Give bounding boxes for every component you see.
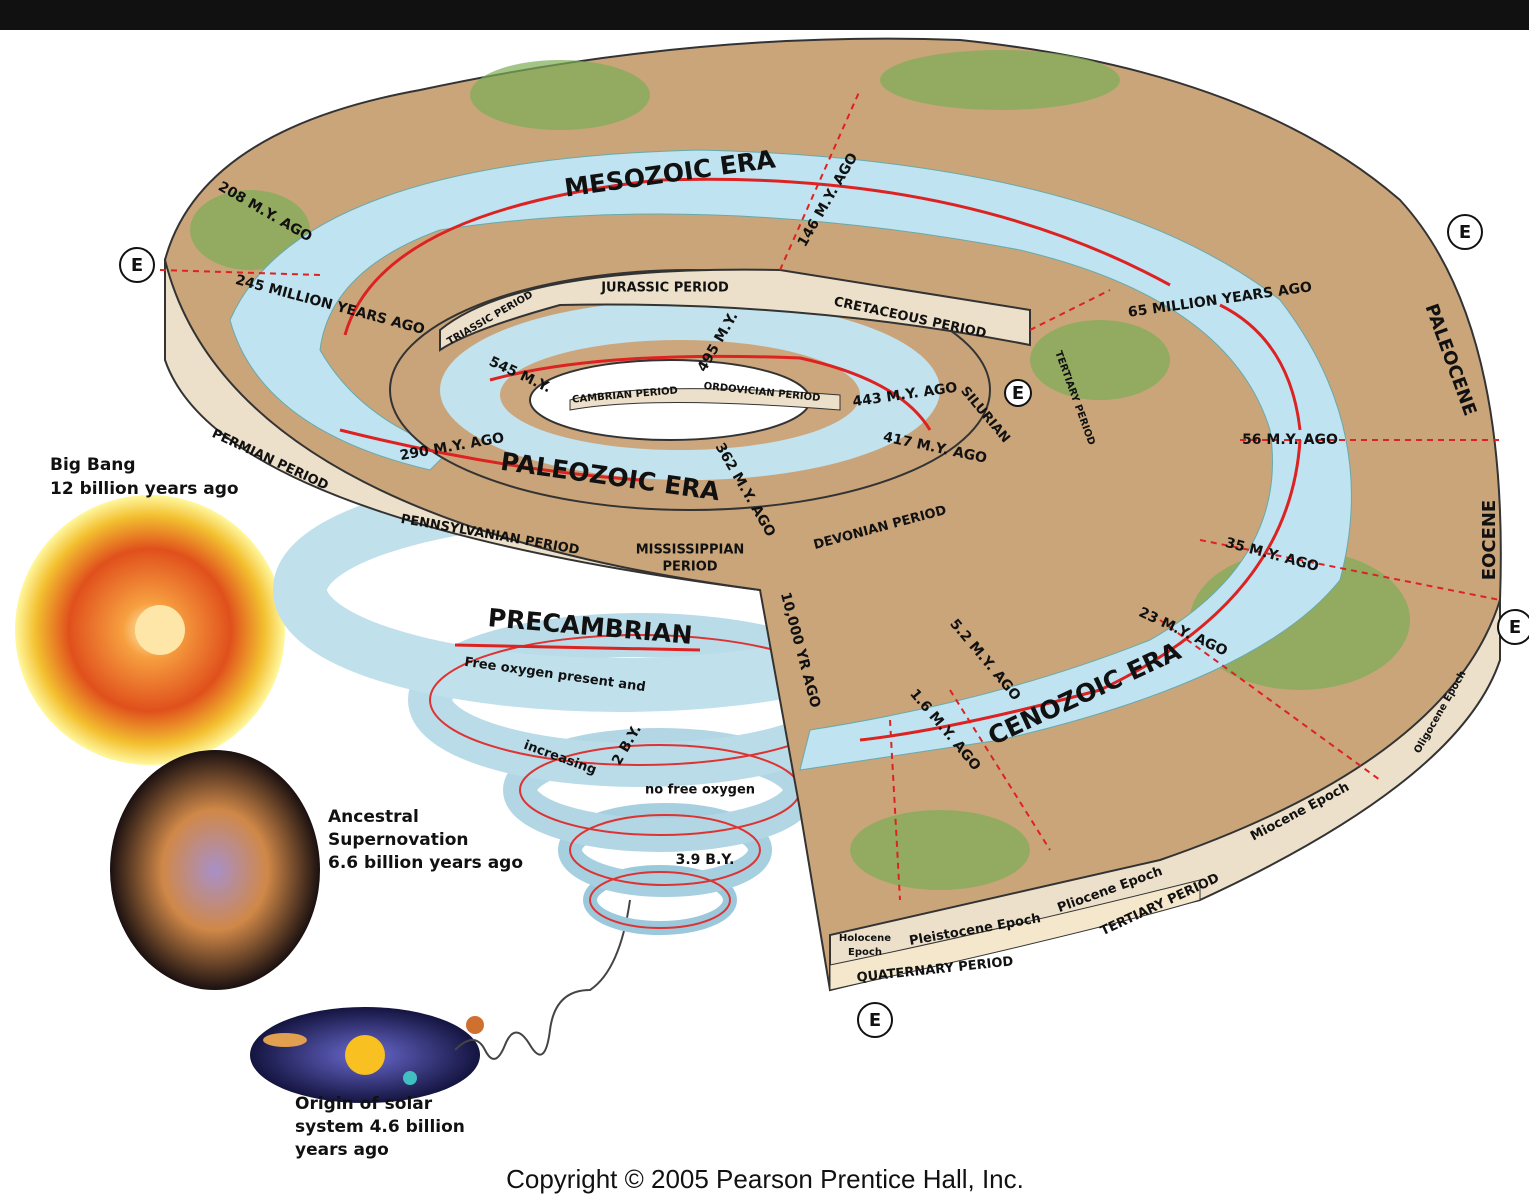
era-marker: E <box>131 255 143 276</box>
epoch-label: EOCENE <box>1479 500 1500 580</box>
time-label: 56 M.Y. AGO <box>1242 432 1338 448</box>
oxygen-note: no free oxygen <box>645 783 755 798</box>
supernova <box>110 750 320 990</box>
era-marker: E <box>869 1010 881 1031</box>
period-label: PERIOD <box>662 560 717 575</box>
cosmic-label: 6.6 billion years ago <box>328 853 523 873</box>
time-label: 3.9 B.Y. <box>676 852 735 868</box>
period-label: JURASSIC PERIOD <box>600 281 729 296</box>
big-bang-core <box>135 605 185 655</box>
epoch-label: Epoch <box>848 947 882 958</box>
cosmic-label: Ancestral <box>328 807 419 827</box>
planet <box>263 1033 307 1047</box>
sun <box>345 1035 385 1075</box>
cosmic-label: Supernovation <box>328 830 469 850</box>
epoch-label: Holocene <box>839 933 891 944</box>
cosmic-label: system 4.6 billion <box>295 1117 465 1137</box>
copyright: Copyright © 2005 Pearson Prentice Hall, … <box>506 1164 1024 1194</box>
planet <box>466 1016 484 1034</box>
period-label: MISSISSIPPIAN <box>636 543 745 558</box>
cosmic-label: Origin of solar <box>295 1094 433 1114</box>
cosmic-label: years ago <box>295 1140 389 1160</box>
era-marker: E <box>1459 222 1471 243</box>
cosmic-label: 12 billion years ago <box>50 479 239 499</box>
cosmic-label: Big Bang <box>50 455 136 475</box>
era-marker: E <box>1012 383 1024 404</box>
diagram: MESOZOIC ERA PALEOZOIC ERA CENOZOIC ERA … <box>0 0 1529 1196</box>
era-marker: E <box>1509 617 1521 638</box>
top-bar <box>0 0 1529 30</box>
planet <box>403 1071 417 1085</box>
